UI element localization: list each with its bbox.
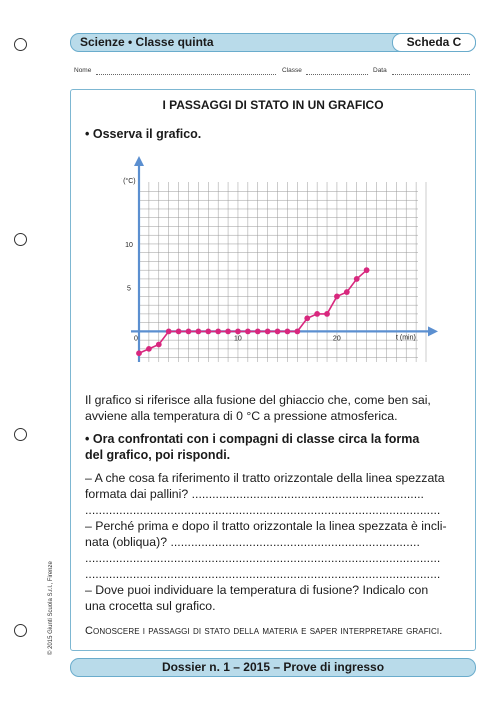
question-1-answer[interactable]: ........................................… [85, 503, 441, 517]
data-point [254, 328, 261, 335]
chart-series [136, 267, 370, 357]
bullet-icon: • [85, 432, 90, 446]
data-point [225, 328, 231, 335]
bullet-icon: • [85, 127, 90, 141]
question-2-answer-1[interactable]: ........................................… [85, 551, 441, 565]
temperature-chart: 0 10 20 5 10 T (°C) t (min) [121, 156, 438, 362]
question-1-line2[interactable]: formata dai pallini? ...................… [85, 487, 424, 501]
class-label: Classe [282, 67, 302, 74]
x-tick-label: 20 [333, 335, 341, 342]
scheda-label: Scheda C [392, 33, 476, 52]
binder-hole-4 [14, 624, 27, 637]
data-point [215, 328, 222, 335]
x-axis-label: t (min) [396, 334, 416, 341]
learning-objective: Conoscere i passaggi di stato della mate… [85, 625, 443, 637]
data-point [264, 328, 271, 335]
y-axis-arrow [134, 156, 144, 166]
date-field[interactable] [392, 74, 470, 75]
data-point [175, 328, 182, 335]
y-tick-label: 10 [125, 242, 133, 249]
x-tick-label: 0 [134, 335, 138, 342]
data-point [195, 328, 202, 335]
instruction-compare: • Ora confrontati con i compagni di clas… [85, 431, 465, 463]
data-point [205, 328, 212, 335]
data-point [324, 311, 330, 317]
data-point [244, 328, 251, 335]
name-field[interactable] [96, 74, 276, 75]
data-point [294, 328, 301, 335]
data-point [334, 293, 340, 300]
name-label: Nome [74, 67, 92, 74]
data-point [314, 311, 321, 317]
x-axis-arrow [428, 326, 438, 337]
date-label: Data [373, 67, 387, 74]
data-point [304, 315, 311, 322]
question-2-line1: – Perché prima e dopo il tratto orizzont… [85, 519, 447, 533]
data-point [185, 328, 192, 335]
header-band: Scienze • Classe quinta Scheda C [70, 33, 476, 52]
data-point [284, 328, 291, 335]
binder-hole-1 [14, 38, 27, 51]
question-2-answer-2[interactable]: ........................................… [85, 567, 441, 581]
question-3-line2: una crocetta sul grafico. [85, 599, 216, 613]
x-tick-label: 10 [234, 335, 242, 342]
worksheet-title: I PASSAGGI DI STATO IN UN GRAFICO [162, 98, 384, 112]
y-tick-label: 5 [127, 286, 131, 293]
question-1-line1: – A che cosa fa riferimento il tratto or… [85, 471, 445, 485]
copyright-notice: © 2015 Giunti Scuola S.r.l., Firenze [48, 561, 54, 655]
chart-grid [138, 182, 427, 362]
instruction-observe-text: Osserva il grafico. [92, 127, 202, 141]
binder-hole-3 [14, 428, 27, 441]
y-axis-label: T (°C) [121, 177, 136, 185]
question-2-line2[interactable]: nata (obliqua)? ........................… [85, 535, 420, 549]
subject-title: Scienze • Classe quinta [80, 35, 214, 49]
data-point [165, 328, 172, 335]
chart-ticks: 0 10 20 5 10 [125, 242, 341, 342]
data-point [155, 341, 162, 348]
question-3-line1: – Dove puoi individuare la temperatura d… [85, 583, 429, 597]
footer-band: Dossier n. 1 – 2015 – Prove di ingresso [70, 658, 476, 677]
data-point [235, 328, 241, 335]
instruction-compare-line1: Ora confrontati con i compagni di classe… [92, 432, 420, 446]
data-point [136, 350, 142, 357]
paragraph-fusion: Il grafico si riferisce alla fusione del… [85, 393, 431, 423]
worksheet-box: I PASSAGGI DI STATO IN UN GRAFICO • Osse… [70, 89, 476, 651]
data-point [353, 276, 360, 282]
class-field[interactable] [306, 74, 368, 75]
data-point [343, 289, 350, 295]
data-point [363, 267, 370, 274]
instruction-compare-line2: del grafico, poi rispondi. [85, 448, 231, 462]
data-point [274, 328, 281, 335]
instruction-observe: • Osserva il grafico. [85, 126, 201, 142]
binder-hole-2 [14, 233, 27, 246]
data-point [145, 345, 152, 352]
